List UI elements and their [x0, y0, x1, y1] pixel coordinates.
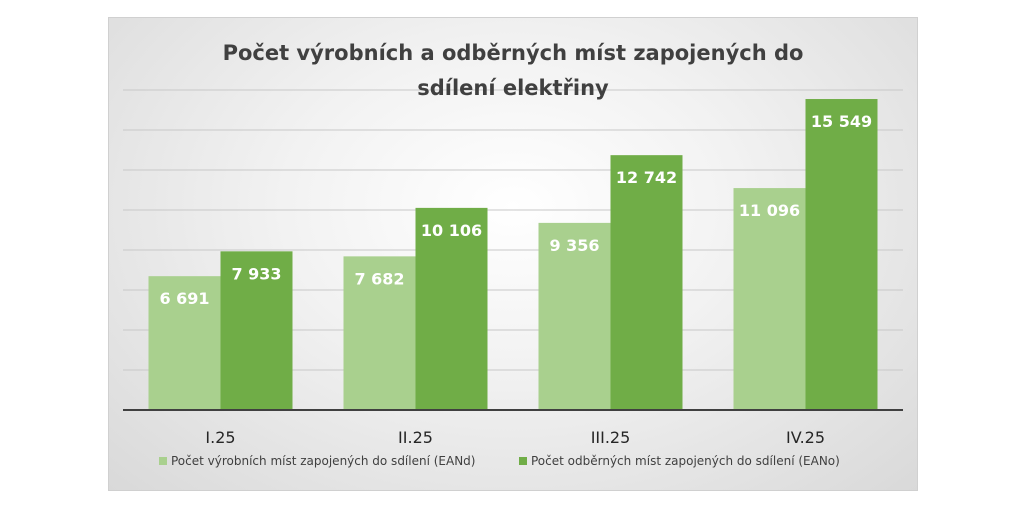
category-tick-label: II.25	[398, 428, 433, 447]
bar-eano-I25	[220, 251, 293, 410]
data-label: 10 106	[421, 221, 482, 240]
chart-title-line-1: Počet výrobních a odběrných míst zapojen…	[223, 41, 804, 65]
chart-frame: Počet výrobních a odběrných míst zapojen…	[108, 17, 918, 491]
bar-eand-II25	[343, 256, 416, 410]
bar-chart: Počet výrobních a odběrných míst zapojen…	[123, 41, 903, 468]
data-label: 11 096	[739, 201, 800, 220]
bar-eand-I25	[148, 276, 221, 410]
data-label: 15 549	[811, 112, 872, 131]
chart-title-line-2: sdílení elektřiny	[417, 76, 609, 100]
legend-item: Počet výrobních míst zapojených do sdíle…	[159, 454, 475, 468]
bar-eano-IV25	[805, 99, 878, 411]
bar-eano-II25	[415, 207, 488, 410]
legend-item: Počet odběrných míst zapojených do sdíle…	[519, 454, 840, 468]
legend-swatch	[519, 457, 527, 465]
bar-eano-III25	[610, 155, 683, 410]
category-tick-label: III.25	[591, 428, 631, 447]
data-label: 7 933	[231, 264, 281, 283]
data-label: 7 682	[354, 269, 404, 288]
category-tick-label: I.25	[205, 428, 235, 447]
legend-label: Počet odběrných míst zapojených do sdíle…	[531, 454, 840, 468]
legend: Počet výrobních míst zapojených do sdíle…	[159, 454, 840, 468]
category-tick-labels: I.25 II.25 III.25 IV.25	[205, 428, 825, 447]
legend-swatch	[159, 457, 167, 465]
data-label: 6 691	[159, 289, 209, 308]
bars: 6 691 7 933 7 682 10 106 9 356 12 742 11 096 15…	[148, 99, 878, 411]
bar-eand-IV25	[733, 188, 806, 410]
category-tick-label: IV.25	[786, 428, 825, 447]
data-label: 9 356	[549, 236, 599, 255]
legend-label: Počet výrobních míst zapojených do sdíle…	[171, 454, 475, 468]
data-label: 12 742	[616, 168, 677, 187]
bar-eand-III25	[538, 222, 611, 410]
